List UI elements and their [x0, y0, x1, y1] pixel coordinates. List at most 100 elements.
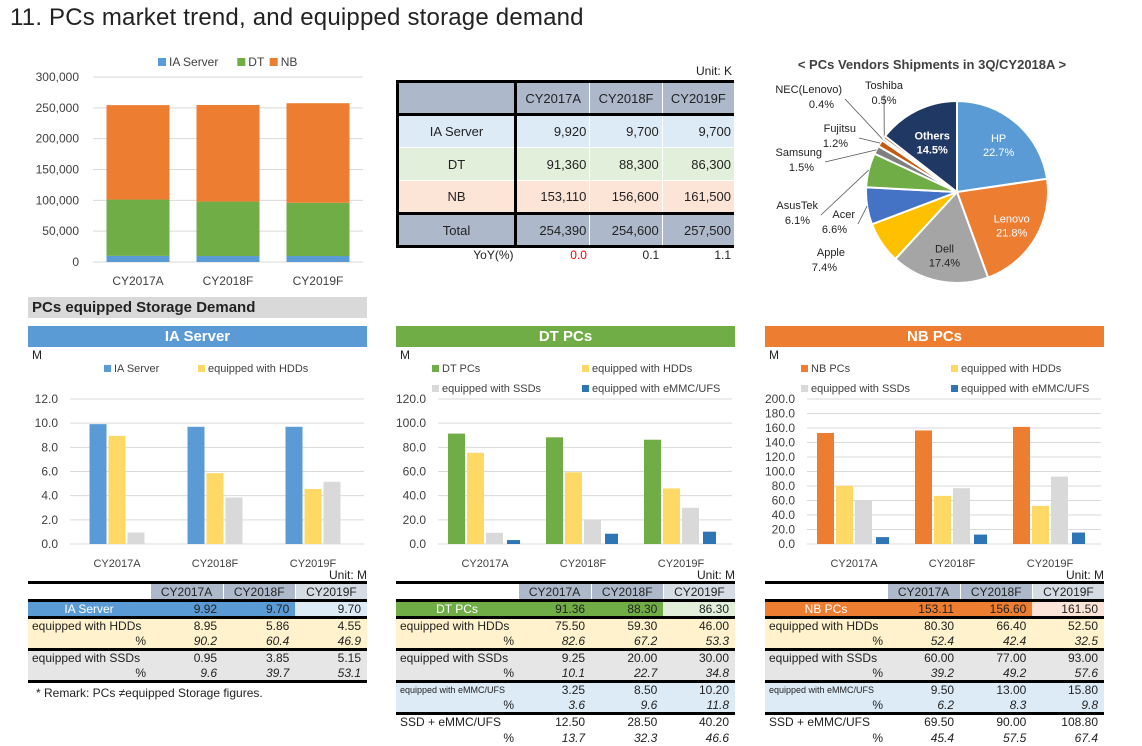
cell-value: 90.00: [960, 714, 1032, 730]
y-tick-label: 80.0: [772, 479, 796, 493]
cell-value: 67.2: [591, 634, 663, 650]
cell-value: 13.00: [960, 682, 1032, 698]
legend-swatch: [237, 58, 245, 66]
cell-value: 15.80: [1032, 682, 1104, 698]
column-header: CY2018F: [591, 583, 663, 601]
row-label: %: [396, 634, 518, 650]
y-tick-label: 40.0: [403, 489, 427, 503]
row-label: equipped with eMMC/UFS: [765, 682, 887, 698]
bar-hdd: [1032, 506, 1049, 544]
pie-label-value: 1.5%: [789, 162, 814, 174]
bar-emmc: [974, 535, 987, 544]
cell-value: 10.1: [518, 666, 591, 682]
bar-dt: [197, 202, 260, 256]
cell-value: 9.6: [150, 666, 223, 682]
legend-swatch: [104, 365, 111, 372]
pie-title: < PCs Vendors Shipments in 3Q/CY2018A >: [798, 57, 1067, 72]
legend-swatch: [951, 365, 958, 372]
y-tick-label: 8.0: [41, 440, 58, 454]
cell-value: 10.20: [663, 682, 735, 698]
bar-emmc: [876, 537, 889, 544]
cell-value: 53.3: [663, 634, 735, 650]
x-tick-label: CY2017A: [112, 274, 163, 288]
pie-label-value: 17.4%: [929, 257, 960, 269]
pie-label-value: 22.7%: [983, 147, 1014, 159]
pie-label-name: Samsung: [776, 147, 822, 159]
bar-ia: [90, 424, 107, 544]
x-tick-label: CY2017A: [461, 558, 509, 570]
legend-label: equipped with HDDs: [208, 363, 309, 375]
cell-value: 5.15: [295, 650, 367, 666]
panel-header: NB PCs: [765, 326, 1104, 347]
cell-value: 254,600: [590, 214, 662, 247]
bar-nb: [1013, 427, 1030, 544]
y-tick-label: 100.0: [396, 416, 426, 430]
bar-ssd: [128, 533, 145, 544]
cell-value: 8.50: [591, 682, 663, 698]
row-label: %: [765, 666, 887, 682]
cell-value: 40.20: [663, 714, 735, 730]
cell-value: 5.86: [223, 618, 295, 634]
cell-value: 90.2: [150, 634, 223, 650]
pie-leader-line: [825, 150, 876, 162]
cell-value: 46.00: [663, 618, 735, 634]
x-tick-label: CY2017A: [93, 558, 141, 570]
bar-nb: [287, 103, 350, 203]
cell-value: 57.5: [960, 730, 1032, 746]
legend-label: NB PCs: [811, 363, 851, 375]
y-tick-label: 6.0: [41, 465, 58, 479]
row-label: %: [28, 666, 150, 682]
bar-nb: [915, 430, 932, 544]
cell-value: 80.30: [887, 618, 960, 634]
bar-hdd: [934, 496, 951, 544]
cell-value: 86.30: [663, 601, 735, 618]
y-tick-label: 100.0: [765, 465, 795, 479]
cell-value: 9,920: [516, 115, 590, 148]
y-tick-label: 80.0: [403, 440, 427, 454]
bar-hdd: [467, 453, 484, 544]
legend-swatch: [582, 365, 589, 372]
bar-ia-server: [287, 256, 350, 262]
pie-label-name: Dell: [935, 243, 954, 255]
pie-label-name: Apple: [817, 247, 845, 259]
legend-swatch: [432, 385, 439, 392]
y-tick-label: 2.0: [41, 513, 58, 527]
cell-value: 91,360: [516, 148, 590, 181]
pie-label-name: Toshiba: [865, 80, 904, 92]
table-unit: Unit: M: [396, 569, 735, 581]
row-label: %: [765, 730, 887, 746]
row-label: DT: [398, 148, 516, 181]
pie-leader-line: [859, 138, 880, 143]
cell-value: 46.9: [295, 634, 367, 650]
y-tick-label: 4.0: [41, 489, 58, 503]
bar-dt: [107, 200, 170, 256]
pie-label-value: 6.6%: [822, 224, 847, 236]
legend-swatch: [801, 365, 808, 372]
y-tick-label: 12.0: [35, 392, 59, 406]
row-label: DT PCs: [396, 601, 518, 618]
pie-label-value: 1.2%: [823, 138, 848, 150]
y-tick-label: 20.0: [403, 513, 427, 527]
y-tick-label: 0: [72, 255, 79, 269]
column-header: CY2018F: [223, 583, 295, 601]
pie-label-value: 21.8%: [996, 228, 1027, 240]
legend-label: equipped with eMMC/UFS: [961, 383, 1089, 395]
cell-value: 9.8: [1032, 698, 1104, 714]
yoy-value: 0.0: [516, 247, 590, 263]
cell-value: 86,300: [662, 148, 734, 181]
bar-ia: [286, 427, 303, 544]
cell-value: 59.30: [591, 618, 663, 634]
